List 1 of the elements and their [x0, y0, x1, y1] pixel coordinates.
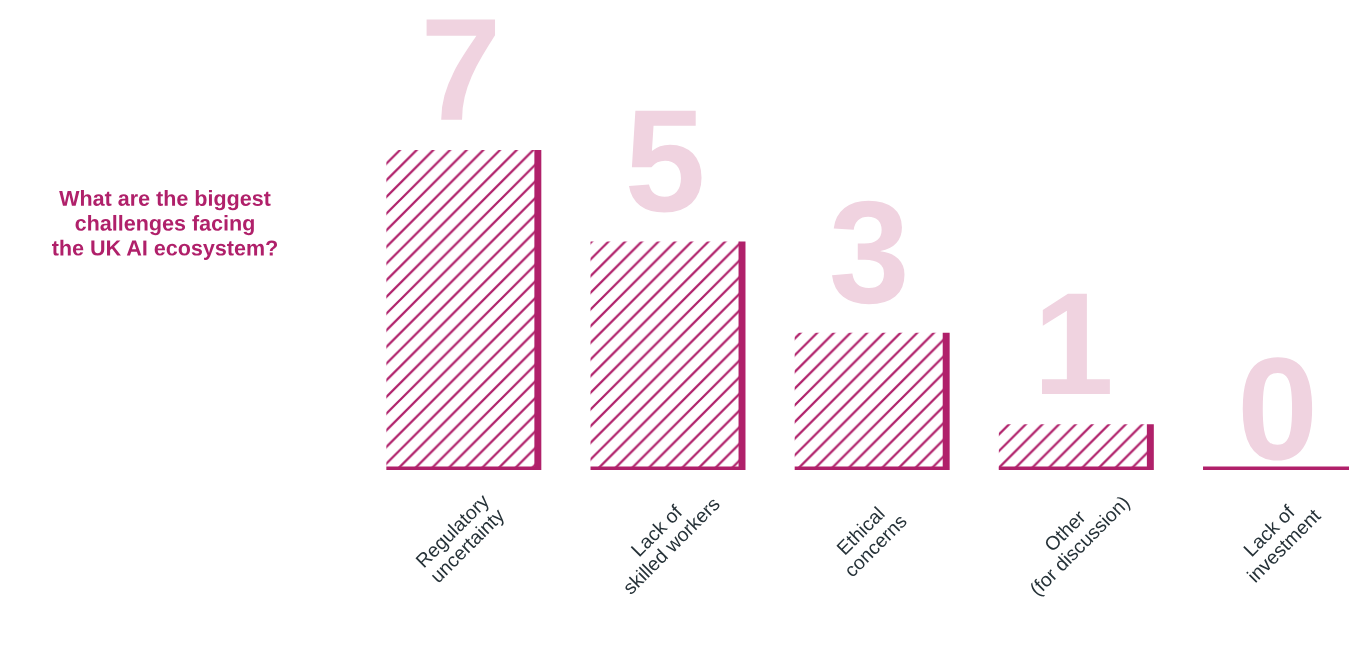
text: What are the biggest challenges facing the UK AI ecosystem?	[52, 190, 278, 260]
